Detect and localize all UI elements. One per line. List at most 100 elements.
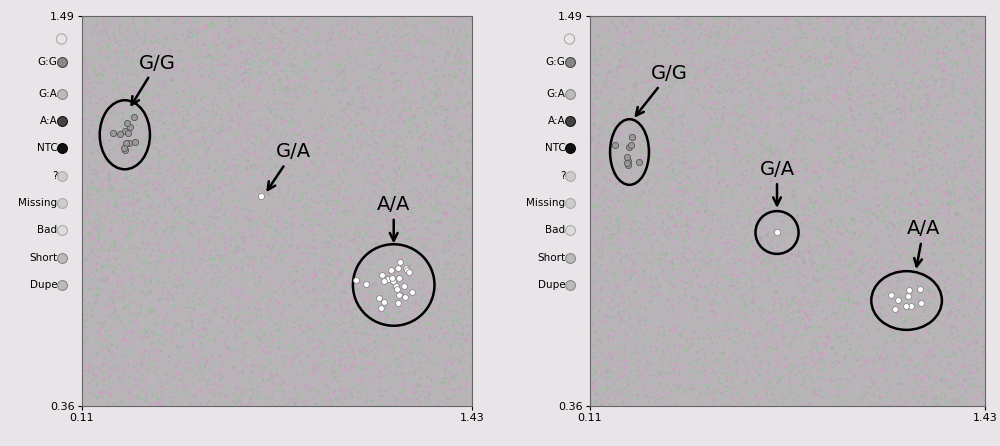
Point (764, 55, 780, 62)
Point (969, 338, 985, 345)
Point (212, 53, 228, 60)
Point (77, 64, 93, 71)
Point (744, 336, 760, 343)
Point (208, 168, 224, 175)
Point (371, 148, 387, 155)
Point (397, 32, 413, 39)
Point (403, 234, 419, 241)
Point (938, 150, 954, 157)
Point (663, 207, 679, 214)
Point (418, 214, 434, 221)
Point (116, 376, 132, 383)
Point (798, 96, 814, 103)
Point (338, 157, 354, 164)
Point (369, 354, 385, 361)
Point (355, 319, 371, 326)
Point (349, 313, 365, 320)
Point (828, 165, 844, 172)
Point (459, 241, 475, 248)
Point (732, 88, 748, 95)
Point (879, 197, 895, 204)
Point (452, 341, 468, 348)
Point (290, 250, 306, 257)
Point (672, 180, 688, 187)
Point (153, 264, 169, 271)
Point (734, 395, 750, 402)
Point (787, 169, 803, 176)
Point (622, 368, 638, 376)
Point (685, 55, 701, 62)
Point (452, 28, 468, 35)
Point (927, 303, 943, 310)
Point (834, 32, 850, 39)
Point (325, 30, 341, 37)
Point (384, 189, 400, 196)
Point (954, 82, 970, 89)
Point (820, 29, 836, 37)
Point (115, 161, 131, 169)
Point (908, 377, 924, 384)
Point (714, 112, 730, 120)
Point (170, 83, 186, 90)
Point (297, 73, 313, 80)
Point (323, 268, 339, 276)
Point (162, 335, 178, 343)
Point (662, 25, 678, 32)
Point (823, 295, 839, 302)
Point (286, 44, 302, 51)
Point (297, 398, 313, 405)
Point (937, 391, 953, 398)
Point (642, 77, 658, 84)
Point (265, 232, 281, 239)
Point (893, 222, 909, 229)
Point (385, 66, 401, 74)
Point (638, 368, 654, 375)
Point (240, 144, 256, 151)
Point (803, 376, 819, 384)
Point (689, 131, 705, 138)
Point (588, 273, 604, 281)
Point (736, 121, 752, 128)
Point (832, 303, 848, 310)
Point (902, 169, 918, 177)
Point (282, 301, 298, 309)
Point (112, 87, 128, 94)
Point (604, 353, 620, 360)
Point (704, 91, 720, 98)
Point (195, 372, 211, 379)
Point (947, 173, 963, 180)
Point (345, 306, 361, 313)
Point (298, 114, 314, 121)
Point (969, 159, 985, 166)
Point (78, 335, 94, 342)
Point (957, 295, 973, 302)
Point (446, 179, 462, 186)
Point (238, 253, 254, 260)
Point (920, 303, 936, 310)
Point (230, 312, 246, 319)
Point (945, 93, 961, 100)
Point (654, 104, 670, 112)
Point (717, 103, 733, 111)
Point (433, 18, 449, 25)
Point (261, 349, 277, 356)
Point (345, 257, 361, 264)
Point (849, 59, 865, 66)
Point (808, 198, 824, 205)
Point (186, 139, 202, 146)
Point (361, 378, 377, 385)
Point (113, 163, 129, 170)
Point (163, 179, 179, 186)
Point (374, 262, 390, 269)
Point (341, 48, 357, 55)
Point (389, 70, 405, 77)
Point (652, 271, 668, 278)
Point (890, 296, 906, 303)
Point (586, 102, 602, 109)
Point (314, 95, 330, 102)
Point (970, 35, 986, 42)
Point (935, 171, 951, 178)
Point (686, 94, 702, 101)
Point (90, 72, 106, 79)
Point (770, 251, 786, 258)
